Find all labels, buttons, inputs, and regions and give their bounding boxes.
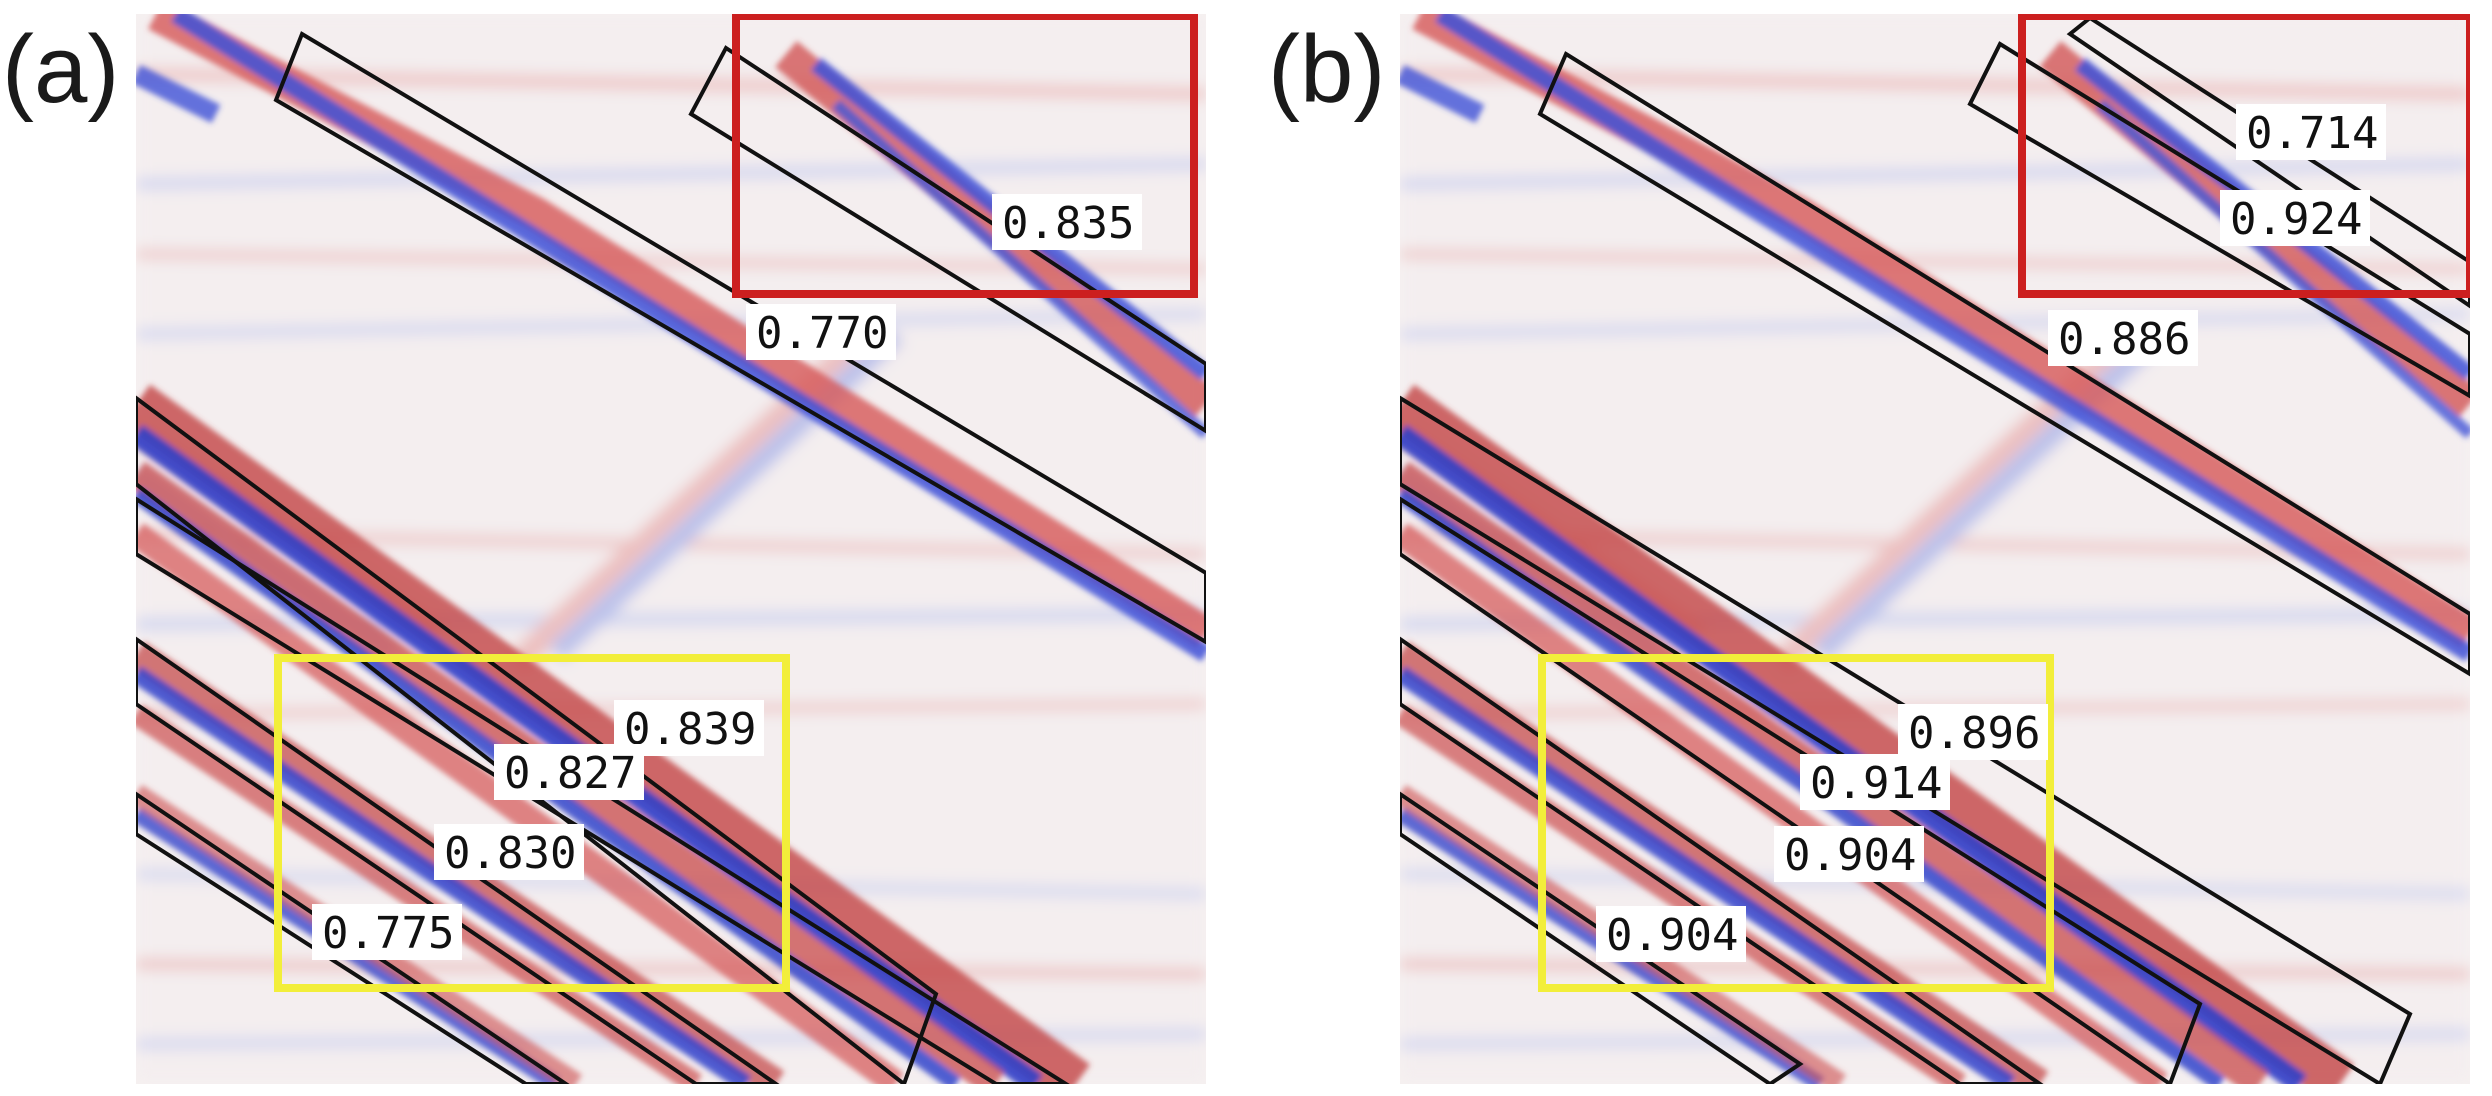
score-label: 0.886	[2058, 314, 2190, 365]
detection-box	[1400, 791, 1804, 1084]
panel-a-image: 0.835 0.770 0.839 0.827 0.830 0.775	[136, 14, 1206, 1084]
score-label: 0.904	[1784, 830, 1916, 881]
score-label: 0.924	[2230, 194, 2362, 245]
score-label: 0.835	[1002, 198, 1134, 249]
panel-b-label: (b)	[1268, 16, 1386, 123]
detection-box	[136, 636, 780, 1084]
highlight-box-red	[2018, 14, 2470, 298]
score-label: 0.839	[624, 704, 756, 755]
score-label: 0.770	[756, 308, 888, 359]
detection-box	[136, 496, 1070, 1084]
highlight-box-yellow	[1538, 654, 2054, 992]
score-label: 0.830	[444, 828, 576, 879]
score-label: 0.904	[1606, 910, 1738, 961]
detection-box	[1400, 395, 2413, 1084]
score-label: 0.827	[504, 748, 636, 799]
score-label: 0.896	[1908, 708, 2040, 759]
score-labels: 0.714 0.924 0.886 0.896 0.914 0.904 0.90…	[1596, 104, 2386, 962]
detection-box	[273, 31, 1206, 645]
score-labels: 0.835 0.770 0.839 0.827 0.830 0.775	[312, 194, 1142, 960]
highlight-box-yellow	[274, 654, 790, 992]
detection-box	[688, 45, 1206, 434]
detection-box	[1537, 51, 2470, 677]
detection-box	[1400, 636, 2044, 1084]
panel-a-label: (a)	[2, 16, 120, 123]
detection-box	[136, 395, 939, 1084]
score-label: 0.714	[2246, 108, 2378, 159]
highlight-box-red	[732, 14, 1198, 298]
detection-box	[2066, 15, 2470, 309]
score-label: 0.775	[322, 908, 454, 959]
detection-box	[1400, 496, 2203, 1084]
panel-b-image: 0.714 0.924 0.886 0.896 0.914 0.904 0.90…	[1400, 14, 2470, 1084]
score-label: 0.914	[1810, 758, 1942, 809]
